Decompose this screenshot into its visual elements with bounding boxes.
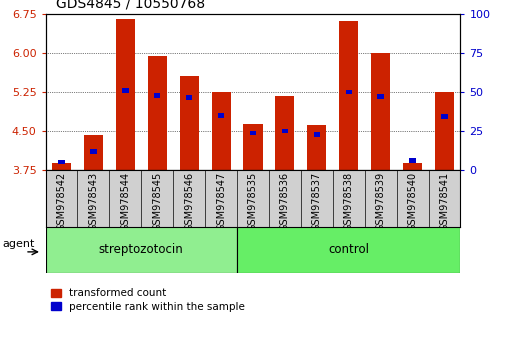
Bar xyxy=(434,92,453,170)
Bar xyxy=(440,114,447,119)
Text: control: control xyxy=(328,243,369,256)
Bar xyxy=(179,76,198,170)
Text: GSM978535: GSM978535 xyxy=(247,172,258,231)
Bar xyxy=(218,113,224,118)
Bar xyxy=(147,56,167,170)
Bar xyxy=(90,149,96,154)
Bar xyxy=(45,227,236,273)
Text: GSM978538: GSM978538 xyxy=(343,172,353,231)
Legend: transformed count, percentile rank within the sample: transformed count, percentile rank withi… xyxy=(50,289,245,312)
Text: GSM978540: GSM978540 xyxy=(407,172,417,231)
Bar xyxy=(186,96,192,100)
Text: GSM978537: GSM978537 xyxy=(311,172,321,231)
Bar xyxy=(58,160,65,165)
Bar xyxy=(313,132,319,137)
Bar xyxy=(338,22,358,170)
Bar xyxy=(249,131,256,135)
Bar xyxy=(370,53,389,170)
Bar xyxy=(52,163,71,170)
Text: GSM978541: GSM978541 xyxy=(439,172,448,231)
Text: GSM978546: GSM978546 xyxy=(184,172,194,231)
Bar xyxy=(307,125,326,170)
Bar xyxy=(281,129,287,133)
Bar xyxy=(236,227,460,273)
Bar xyxy=(122,88,128,93)
Text: GSM978539: GSM978539 xyxy=(375,172,385,231)
Bar xyxy=(377,94,383,98)
Bar xyxy=(211,92,230,170)
Bar xyxy=(116,19,135,170)
Bar xyxy=(243,124,262,170)
Text: GSM978544: GSM978544 xyxy=(120,172,130,231)
Text: streptozotocin: streptozotocin xyxy=(98,243,183,256)
Text: GSM978547: GSM978547 xyxy=(216,172,226,231)
Text: GSM978536: GSM978536 xyxy=(279,172,289,231)
Text: GSM978543: GSM978543 xyxy=(88,172,98,231)
Bar xyxy=(275,96,294,170)
Text: GSM978545: GSM978545 xyxy=(152,172,162,231)
Text: agent: agent xyxy=(2,239,34,249)
Bar xyxy=(84,135,103,170)
Bar xyxy=(402,163,421,170)
Bar xyxy=(409,158,415,163)
Text: GSM978542: GSM978542 xyxy=(57,172,66,231)
Bar xyxy=(345,90,351,95)
Bar xyxy=(154,93,160,98)
Text: GDS4845 / 10550768: GDS4845 / 10550768 xyxy=(56,0,205,11)
